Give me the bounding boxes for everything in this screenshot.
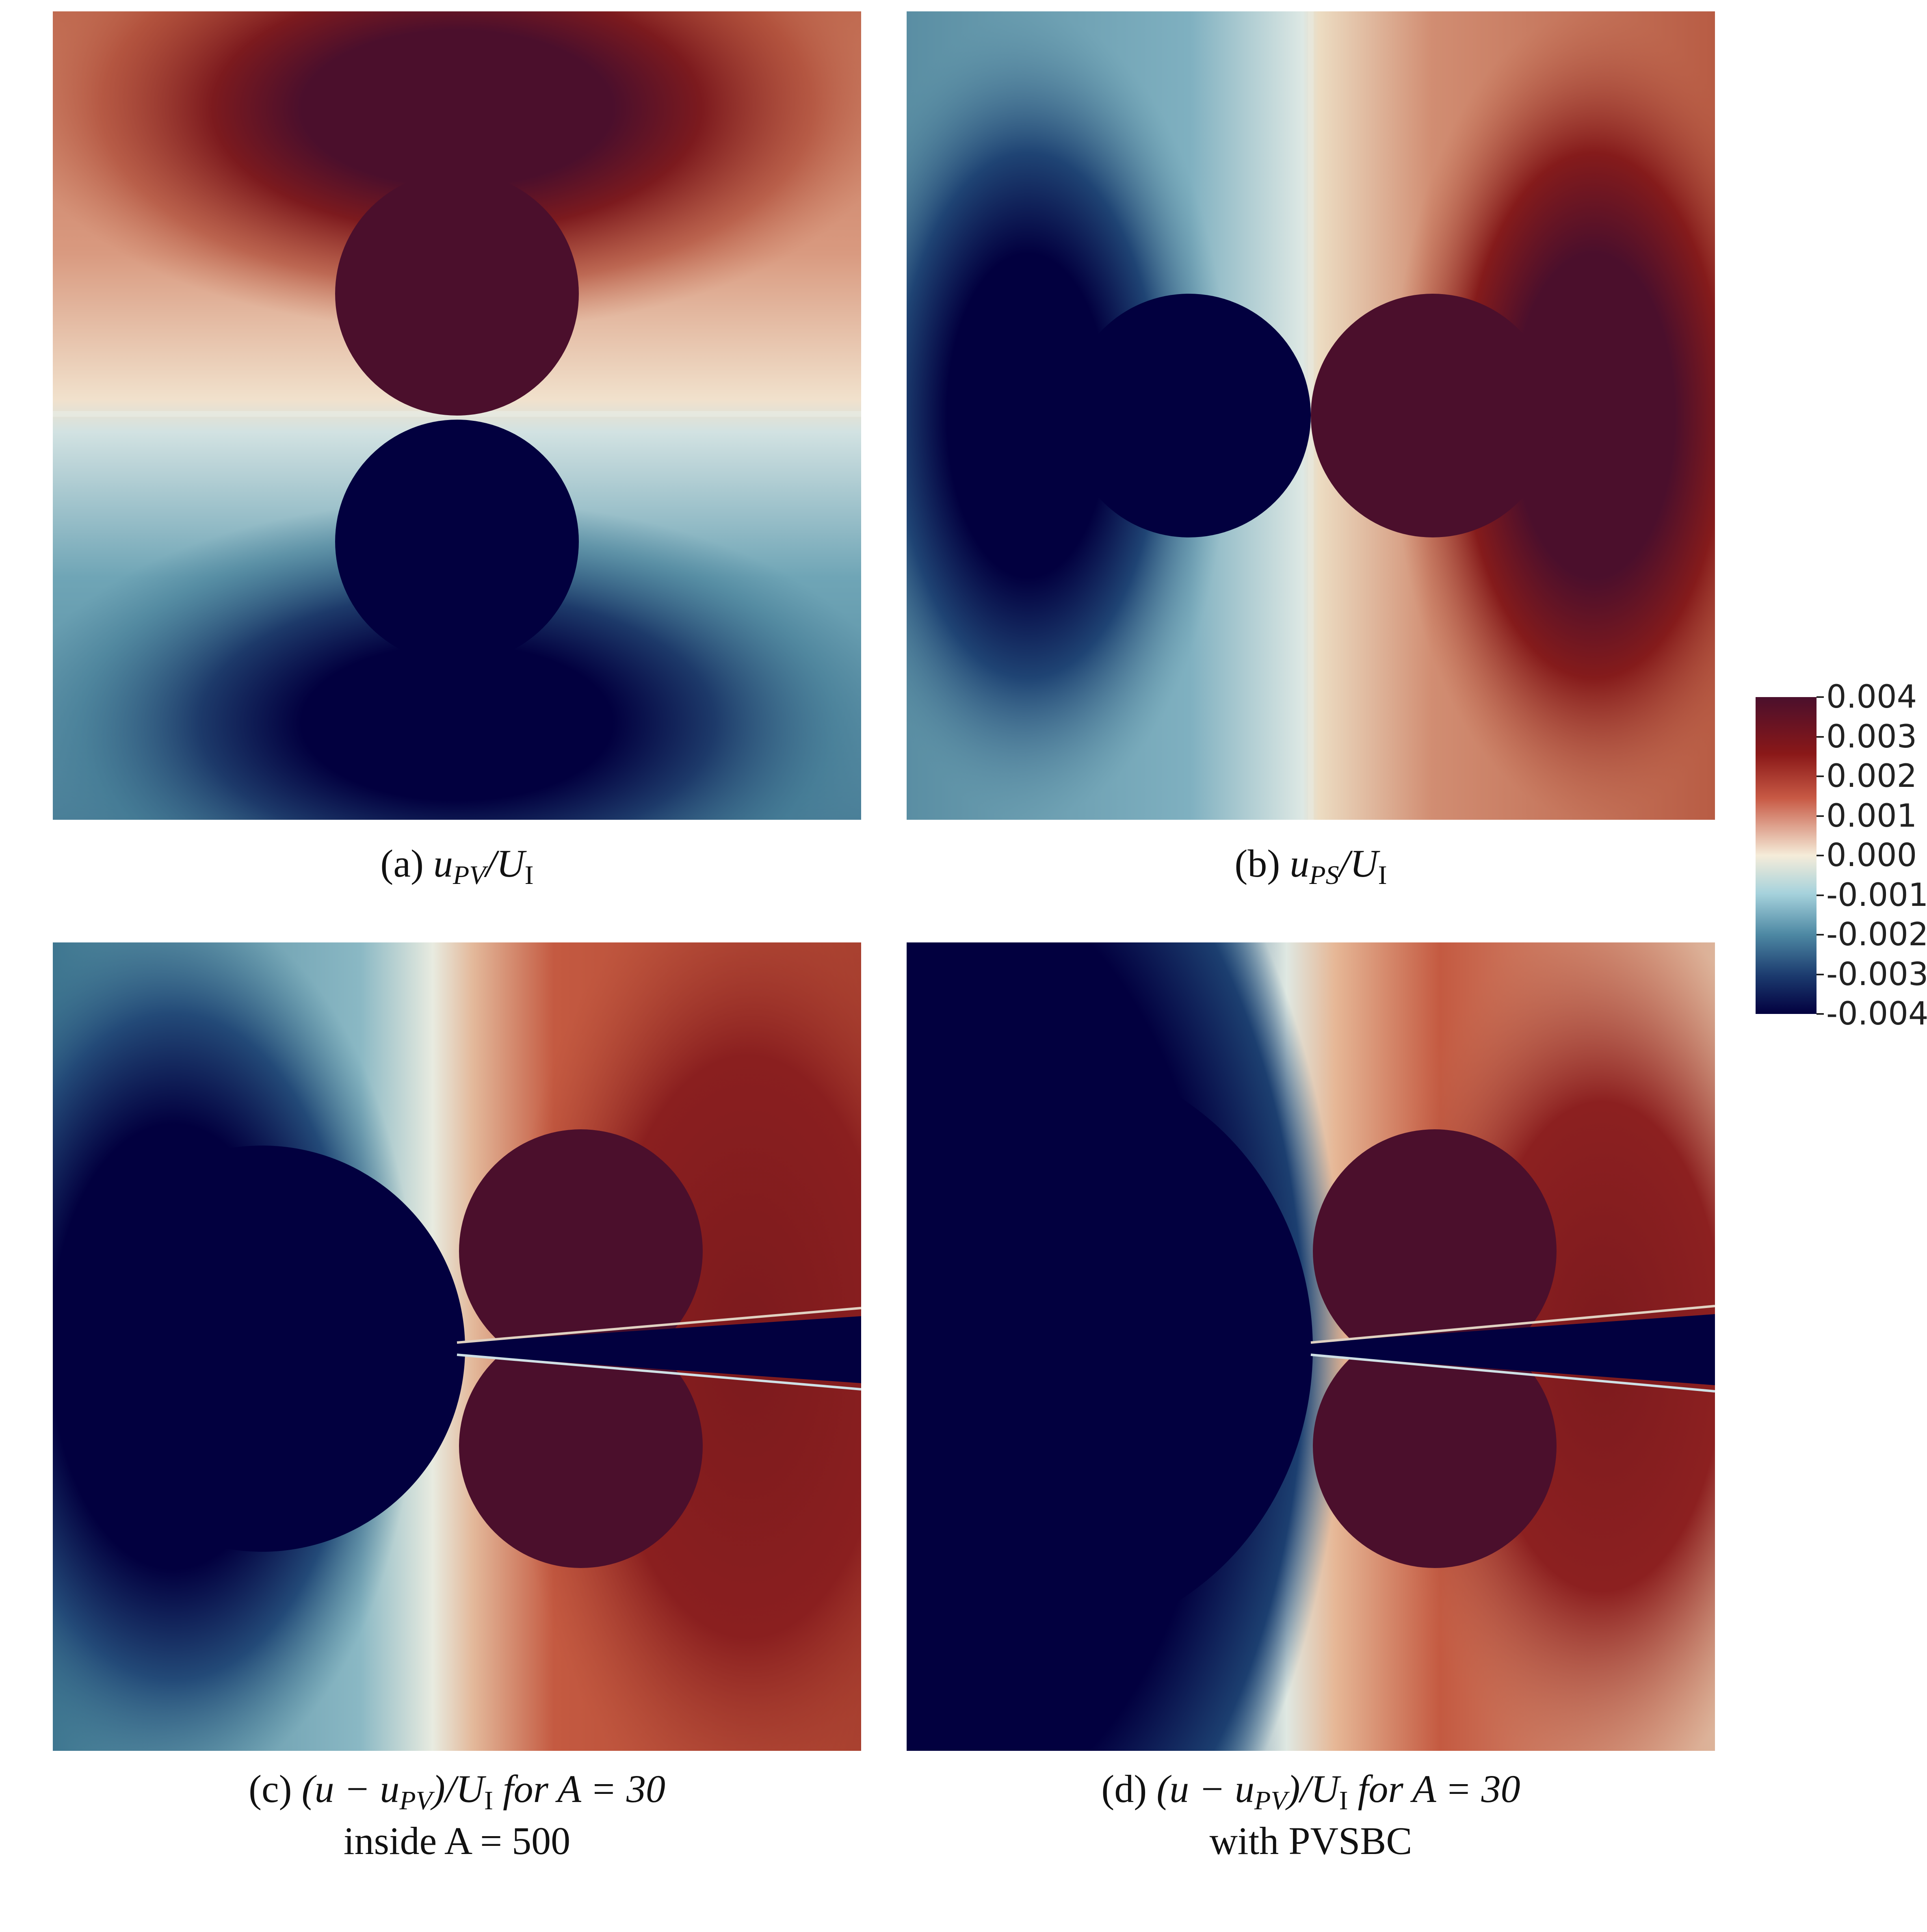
caption-c-line2: inside A = 500 <box>343 1819 571 1863</box>
colorbar <box>1756 697 1817 1014</box>
colorbar-tick <box>1817 775 1824 777</box>
colorbar-tick <box>1817 815 1824 817</box>
colorbar-tick-label: 0.000 <box>1826 837 1917 874</box>
colorbar-tick <box>1817 973 1824 975</box>
colorbar-tick-label: 0.004 <box>1826 679 1917 715</box>
panel-c-field <box>53 942 861 1751</box>
panel-d-field <box>907 942 1715 1751</box>
colorbar-tick-label: -0.003 <box>1826 956 1927 993</box>
panel-a-field <box>53 11 861 820</box>
colorbar-tick-label: -0.002 <box>1826 916 1927 953</box>
colorbar-tick-label: -0.001 <box>1826 877 1927 914</box>
caption-d-line2: with PVSBC <box>1209 1819 1412 1863</box>
colorbar-tick <box>1817 855 1824 856</box>
colorbar-tick <box>1817 696 1824 698</box>
caption-d-line1: (d) (u − uPV)/UI for A = 30 <box>1101 1767 1520 1815</box>
colorbar-tick <box>1817 1013 1824 1015</box>
colorbar-tick-label: 0.002 <box>1826 758 1917 795</box>
colorbar-tick-label: 0.003 <box>1826 718 1917 755</box>
colorbar-tick <box>1817 736 1824 738</box>
caption-c-line1: (c) (u − uPV)/UI for A = 30 <box>249 1767 665 1815</box>
caption-d: (d) (u − uPV)/UI for A = 30 with PVSBC <box>907 1763 1715 1867</box>
colorbar-tick-label: -0.004 <box>1826 996 1927 1032</box>
caption-c: (c) (u − uPV)/UI for A = 30 inside A = 5… <box>53 1763 861 1867</box>
colorbar-tick-label: 0.001 <box>1826 797 1917 834</box>
colorbar-tick <box>1817 894 1824 896</box>
caption-a: (a) uPV/UI <box>380 842 534 890</box>
panel-b-field <box>907 11 1715 820</box>
colorbar-tick <box>1817 934 1824 936</box>
caption-b: (b) uPS/UI <box>1234 842 1387 890</box>
